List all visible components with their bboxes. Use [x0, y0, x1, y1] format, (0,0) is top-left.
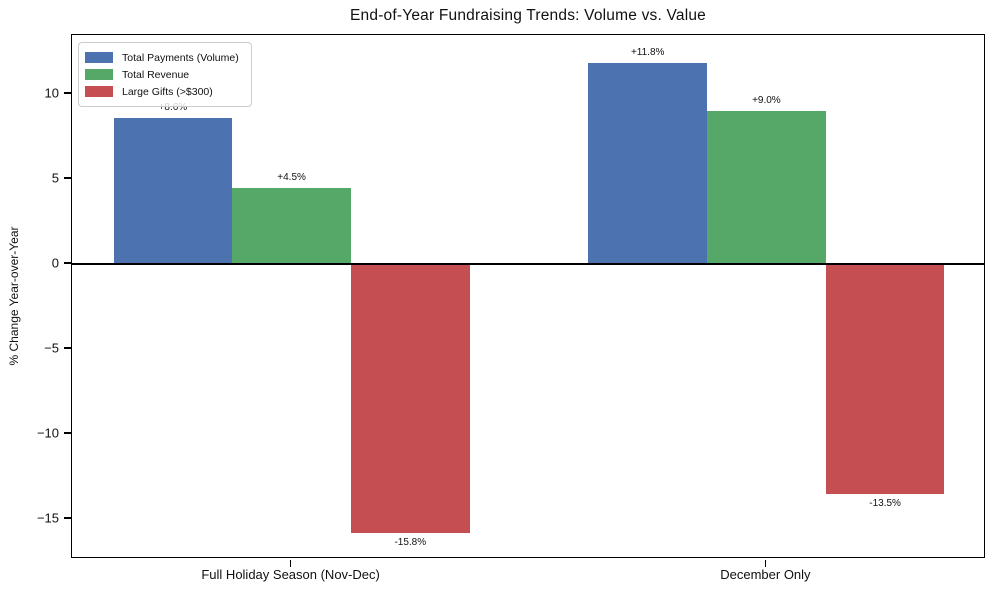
y-tick-label: 5: [51, 170, 59, 186]
zero-line: [72, 263, 984, 265]
y-tick-label: −5: [44, 340, 59, 356]
y-tick-mark: [64, 432, 71, 434]
y-tick-mark: [64, 517, 71, 519]
bar-value-label: +8.6%: [158, 101, 188, 113]
legend-label: Large Gifts (>$300): [122, 85, 213, 98]
bar: [588, 63, 708, 264]
legend-swatch: [85, 52, 113, 63]
y-tick-label: −15: [36, 510, 59, 526]
y-tick-label: −10: [36, 425, 59, 441]
x-tick-mark: [764, 559, 767, 567]
x-tick-label: December Only: [720, 567, 811, 582]
y-tick-label: 0: [51, 255, 59, 271]
legend: Total Payments (Volume) Total Revenue Larg…: [78, 42, 252, 107]
y-tick-label: 10: [44, 85, 59, 101]
y-axis-label: % Change Year-over-Year: [7, 226, 21, 366]
bar: [350, 264, 470, 533]
legend-label: Total Revenue: [122, 68, 190, 81]
legend-item: Large Gifts (>$300): [85, 83, 239, 100]
bar-value-label: -15.8%: [394, 536, 427, 548]
bar: [232, 187, 351, 264]
bar-value-label: -13.5%: [869, 497, 901, 509]
chart-title: End-of-Year Fundraising Trends: Volume v…: [350, 7, 706, 24]
legend-label: Total Payments (Volume): [122, 51, 239, 64]
plot-area: +8.6% +11.8% +4.5% +9.0% -15.8% -13.5%: [71, 34, 985, 558]
y-tick-mark: [64, 347, 71, 349]
x-tick-mark: [289, 559, 292, 567]
legend-item: Total Revenue: [85, 66, 239, 83]
y-tick-mark: [64, 262, 71, 264]
bar-value-label: +9.0%: [752, 94, 781, 106]
y-tick-mark: [64, 92, 71, 94]
y-tick-mark: [64, 177, 71, 179]
legend-item: Total Payments (Volume): [85, 49, 239, 66]
x-tick-label: Full Holiday Season (Nov-Dec): [201, 567, 380, 582]
bar: [825, 264, 945, 494]
legend-swatch: [85, 86, 113, 97]
bar: [113, 117, 233, 264]
legend-swatch: [85, 69, 113, 80]
bar-value-label: +4.5%: [277, 171, 306, 183]
bar-value-label: +11.8%: [630, 47, 665, 59]
bar: [707, 110, 826, 264]
